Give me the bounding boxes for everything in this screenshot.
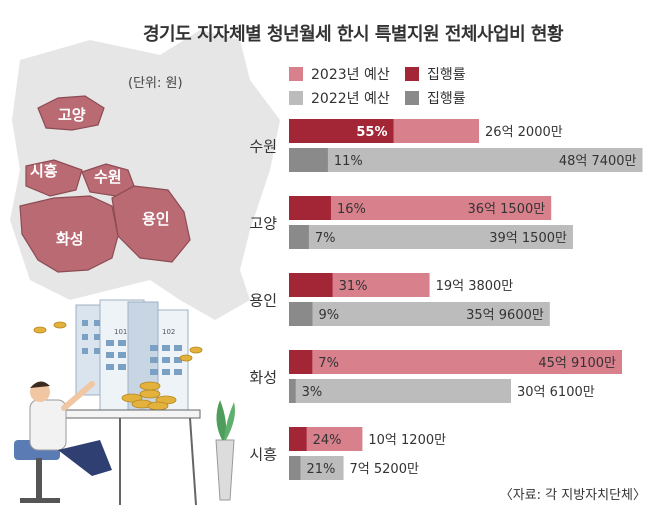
- category-label: 화성: [249, 369, 277, 387]
- building-label-102: 102: [162, 328, 175, 336]
- budget-bar: [289, 196, 552, 220]
- legend-swatch-budget-2023: [289, 67, 303, 81]
- map-region-siheung: [25, 159, 83, 197]
- desk-illustration: [65, 409, 201, 506]
- plant-illustration: [215, 400, 235, 501]
- execution-label: 24%: [313, 433, 342, 448]
- legend-label-exec-2022: 집행률: [427, 91, 466, 107]
- execution-label: 11%: [334, 154, 363, 169]
- budget-bar: [289, 350, 622, 374]
- execution-label: 7%: [318, 356, 339, 371]
- map-label-suwon: 수원: [94, 168, 122, 186]
- execution-bar: [289, 273, 333, 297]
- building-label-101: 101: [114, 328, 127, 336]
- execution-label: 21%: [306, 462, 335, 477]
- budget-bar: [289, 225, 573, 249]
- map-region-yongin: [111, 185, 191, 263]
- legend-swatch-exec-2023: [405, 67, 419, 81]
- budget-bar: [289, 148, 643, 172]
- legend-item-budget-2023: 2023년 예산: [289, 64, 390, 84]
- execution-bar: [289, 225, 309, 249]
- execution-bar: [289, 148, 328, 172]
- budget-bar: [289, 302, 550, 326]
- legend-swatch-exec-2022: [405, 91, 419, 105]
- legend-swatch-budget-2022: [289, 91, 303, 105]
- execution-bar: [289, 350, 313, 374]
- legend-label-budget-2022: 2022년 예산: [311, 91, 390, 107]
- map-label-goyang: 고양: [58, 106, 86, 124]
- businessman-illustration: [14, 381, 112, 503]
- coin-pile: [33, 321, 203, 411]
- value-label: 30억 6100만: [517, 385, 595, 400]
- execution-label: 55%: [356, 125, 387, 140]
- execution-bar: [289, 119, 394, 143]
- execution-bar: [289, 302, 313, 326]
- execution-label: 3%: [302, 385, 323, 400]
- value-label: 26억 2000만: [485, 125, 563, 140]
- value-label: 35억 9600만: [466, 308, 544, 323]
- category-label: 고양: [249, 215, 277, 233]
- execution-label: 31%: [339, 279, 368, 294]
- value-label: 48억 7400만: [559, 154, 637, 169]
- legend-label-budget-2023: 2023년 예산: [311, 67, 390, 83]
- execution-label: 16%: [337, 202, 366, 217]
- unit-note: (단위: 원): [128, 76, 183, 91]
- execution-bar: [289, 456, 301, 480]
- value-label: 45억 9100만: [538, 356, 616, 371]
- map-label-yongin: 용인: [142, 210, 170, 228]
- map-region-hwaseong: [19, 195, 119, 273]
- legend-item-budget-2022: 2022년 예산: [289, 88, 390, 108]
- source-note: 〈자료: 각 지방자치단체〉: [499, 488, 646, 503]
- value-label: 10억 1200만: [368, 433, 446, 448]
- value-label: 7억 5200만: [350, 462, 419, 477]
- execution-bar: [289, 379, 296, 403]
- legend-item-exec-2023: 집행률: [405, 64, 466, 84]
- execution-label: 7%: [315, 231, 336, 246]
- legend-label-exec-2023: 집행률: [427, 67, 466, 83]
- value-label: 39억 1500만: [489, 231, 567, 246]
- value-label: 36억 1500만: [468, 202, 546, 217]
- category-label: 용인: [249, 292, 277, 310]
- execution-bar: [289, 427, 307, 451]
- map-label-siheung: 시흥: [30, 162, 58, 180]
- map-region-goyang: [37, 95, 105, 131]
- legend-item-exec-2022: 집행률: [405, 88, 466, 108]
- execution-bar: [289, 196, 331, 220]
- category-label: 수원: [249, 138, 277, 156]
- category-label: 시흥: [249, 446, 277, 464]
- budget-bar: [289, 379, 512, 403]
- value-label: 19억 3800만: [436, 279, 514, 294]
- map-label-hwaseong: 화성: [56, 230, 84, 248]
- chart-title: 경기도 지자체별 청년월세 한시 특별지원 전체사업비 현황: [143, 24, 564, 45]
- execution-label: 9%: [318, 308, 339, 323]
